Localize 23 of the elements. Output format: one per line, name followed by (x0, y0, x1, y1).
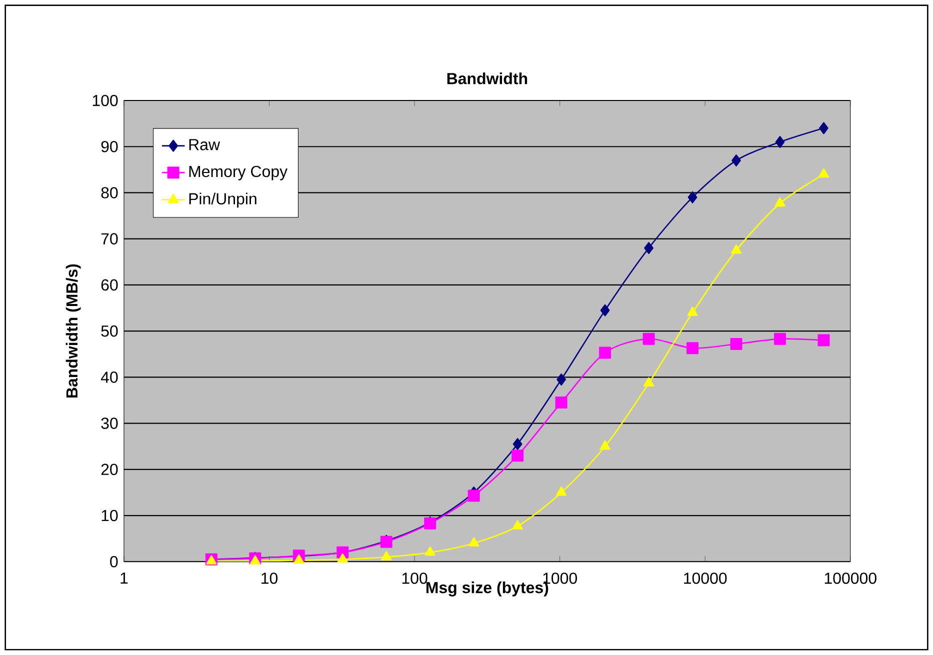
y-tick-label: 90 (101, 140, 118, 152)
y-tick-label: 60 (101, 279, 118, 291)
y-tick-label: 40 (100, 372, 118, 383)
x-tick-label: 10 (262, 572, 278, 584)
y-tick-label: 0 (110, 556, 118, 568)
y-tick-label: 20 (101, 464, 118, 476)
legend-label: Raw (189, 139, 220, 150)
y-tick-label: 70 (101, 233, 118, 245)
x-tick-label: 1 (120, 572, 128, 584)
y-tick-label: 10 (102, 510, 118, 522)
y-tick-label: 100 (92, 94, 118, 106)
x-tick-label: 10000 (684, 572, 727, 584)
x-tick-label: 100 (402, 572, 428, 584)
y-tick-label: 80 (101, 187, 118, 198)
x-tick-label: 1000 (543, 572, 577, 584)
legend-label: Memory Copy (189, 166, 288, 180)
y-tick-label: 50 (101, 325, 118, 337)
y-tick-label: 30 (101, 418, 118, 429)
chart-title: Bandwidth (447, 72, 528, 84)
x-axis-title: Msg size (bytes) (426, 582, 548, 596)
legend-label: Pin/Unpin (189, 192, 256, 208)
x-tick-label: 100000 (824, 572, 876, 584)
y-axis-title: Bandwidth (MB/s) (66, 264, 81, 398)
